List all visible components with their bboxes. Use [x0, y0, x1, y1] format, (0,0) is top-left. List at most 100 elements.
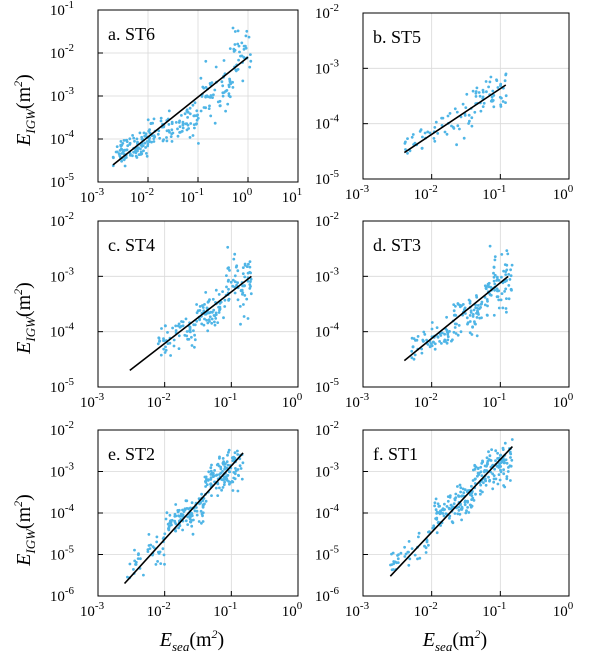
data-point — [192, 518, 195, 522]
data-point — [190, 344, 194, 347]
data-point — [463, 114, 467, 117]
data-point — [186, 123, 190, 127]
data-point — [169, 135, 173, 139]
data-point — [482, 481, 485, 485]
data-point — [170, 132, 174, 136]
data-point — [186, 523, 190, 526]
data-point — [493, 288, 496, 292]
data-point — [193, 323, 197, 327]
data-point — [478, 316, 482, 320]
data-point — [195, 311, 199, 315]
data-point — [165, 511, 169, 515]
data-point — [137, 153, 141, 157]
data-point — [209, 476, 213, 480]
data-point — [168, 130, 171, 134]
data-point — [205, 306, 209, 310]
x-tick-label: 10-3 — [80, 391, 105, 411]
y-tick-label: 10-3 — [50, 265, 75, 285]
data-point — [430, 327, 434, 331]
data-point — [221, 84, 225, 88]
x-tick-label: 10-1 — [213, 391, 237, 411]
data-point — [225, 285, 228, 289]
data-point — [115, 145, 119, 149]
data-point — [149, 121, 153, 125]
data-point — [454, 332, 458, 335]
data-point — [452, 309, 456, 313]
data-point — [470, 504, 474, 508]
data-point — [245, 265, 249, 268]
data-point — [499, 453, 502, 457]
data-point — [445, 341, 449, 345]
data-point — [249, 271, 253, 275]
data-point — [213, 88, 217, 92]
plot-frame — [97, 9, 299, 183]
data-point — [433, 126, 437, 129]
data-point — [507, 466, 510, 469]
data-point — [146, 550, 150, 553]
data-point — [142, 149, 145, 153]
data-point — [205, 483, 209, 487]
data-point — [214, 288, 218, 292]
data-point — [427, 543, 430, 547]
data-point — [132, 568, 135, 571]
data-point — [124, 138, 128, 142]
data-point — [224, 109, 228, 113]
data-point — [246, 279, 250, 283]
data-point — [194, 122, 198, 126]
data-point — [195, 114, 199, 118]
data-point — [457, 505, 461, 509]
scatter-series — [156, 245, 253, 357]
x-tick-label: 10-3 — [345, 183, 370, 203]
panel-label: c. ST4 — [108, 235, 155, 255]
data-point — [475, 294, 478, 297]
data-point — [173, 519, 177, 523]
data-point — [150, 140, 153, 144]
data-point — [161, 547, 165, 551]
data-point — [392, 562, 396, 566]
data-point — [236, 68, 240, 71]
data-point — [202, 309, 206, 313]
data-point — [208, 319, 211, 323]
data-point — [249, 277, 253, 281]
data-point — [176, 510, 180, 514]
data-point — [201, 520, 205, 523]
scatter-series — [410, 244, 514, 361]
data-point — [122, 139, 126, 142]
x-tick-label: 100 — [282, 391, 303, 411]
data-point — [236, 29, 240, 33]
data-point — [483, 303, 487, 307]
data-point — [406, 550, 410, 554]
data-point — [453, 322, 457, 326]
data-point — [154, 563, 158, 566]
y-tick-label: 10-3 — [50, 461, 75, 481]
data-point — [200, 521, 203, 525]
data-point — [206, 329, 210, 333]
data-point — [489, 75, 493, 79]
data-point — [241, 272, 245, 275]
data-point — [484, 483, 488, 487]
data-point — [185, 334, 189, 338]
data-point — [450, 520, 454, 524]
y-tick-label: 10-2 — [315, 2, 339, 22]
data-point — [236, 42, 240, 46]
plot-frame — [362, 12, 570, 180]
data-point — [177, 514, 180, 518]
data-point — [425, 539, 429, 542]
data-point — [223, 298, 227, 302]
x-tick-label: 100 — [232, 186, 253, 206]
data-point — [222, 316, 225, 320]
ylabel-top: EIGW(m2) — [11, 74, 38, 147]
xlabel-right: Esea(m2) — [422, 627, 487, 654]
data-point — [505, 475, 509, 478]
data-point — [403, 545, 406, 549]
data-point — [232, 471, 236, 474]
data-point — [233, 252, 237, 256]
y-tick-label: 10-4 — [315, 113, 340, 133]
data-point — [205, 311, 209, 315]
data-point — [502, 472, 506, 476]
data-point — [233, 43, 237, 46]
data-point — [167, 109, 171, 113]
data-point — [195, 509, 199, 513]
data-point — [470, 491, 474, 495]
data-point — [509, 464, 513, 468]
